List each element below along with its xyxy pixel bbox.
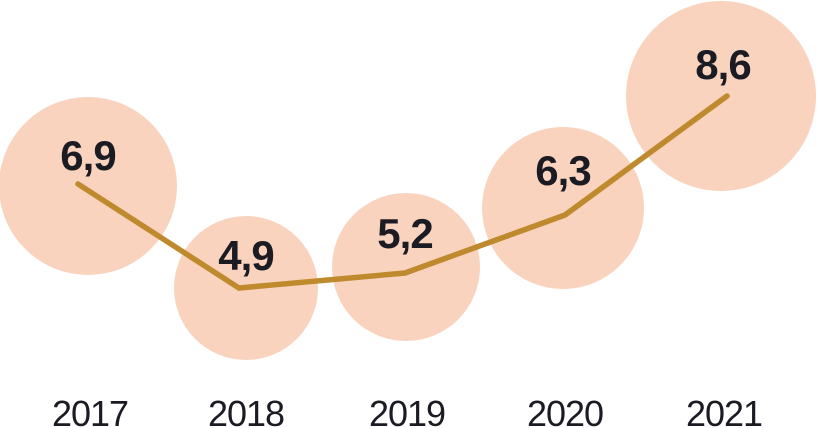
x-tick-label-2020: 2020 bbox=[527, 393, 603, 428]
value-label-2021: 8,6 bbox=[695, 41, 750, 88]
value-label-2019: 5,2 bbox=[377, 210, 432, 257]
bubble-2020 bbox=[482, 127, 644, 289]
bubble-2017 bbox=[0, 97, 177, 275]
x-tick-label-2021: 2021 bbox=[686, 393, 762, 428]
x-tick-label-2018: 2018 bbox=[208, 393, 284, 428]
x-tick-label-2019: 2019 bbox=[369, 393, 445, 428]
value-label-2018: 4,9 bbox=[218, 232, 273, 279]
bubble-2021 bbox=[626, 1, 816, 191]
trend-line bbox=[75, 93, 730, 291]
value-label-2017: 6,9 bbox=[60, 132, 115, 179]
bubble-2019 bbox=[332, 193, 480, 341]
x-tick-label-2017: 2017 bbox=[52, 393, 128, 428]
value-label-2020: 6,3 bbox=[535, 147, 590, 194]
